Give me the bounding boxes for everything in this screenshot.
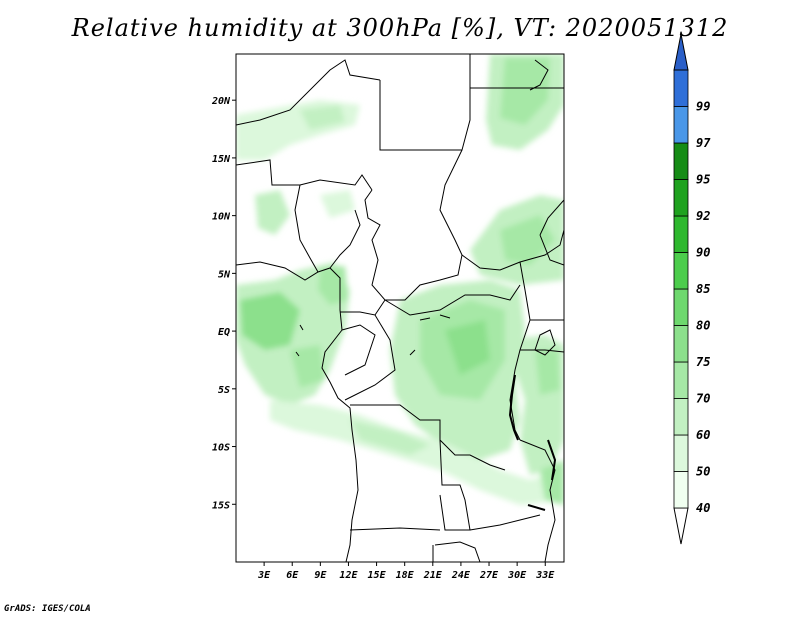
- lake-tanganyika: [508, 374, 519, 441]
- lat-label: 10N: [212, 212, 231, 223]
- colorbar: 40 50 60 70 75 80 85 90 92 95 97 99: [673, 33, 711, 545]
- rivers-congo: [409, 314, 451, 356]
- border-malawi-mozambique: [519, 439, 556, 562]
- colorbar-label: 60: [696, 428, 710, 442]
- lon-label: 18E: [396, 570, 415, 581]
- colorbar-segment: [673, 471, 689, 509]
- lon-label: 6E: [286, 570, 299, 581]
- border-botswana: [434, 541, 481, 562]
- colorbar-segment: [673, 434, 689, 472]
- lake-victoria: [534, 329, 556, 356]
- colorbar-segment: [673, 252, 689, 290]
- border-drc-east: [509, 261, 531, 441]
- longitude-labels: 3E 6E 9E 12E 15E 18E 21E 24E 27E 30E 33E: [257, 570, 555, 581]
- lat-label: 10S: [212, 443, 230, 454]
- moist-area-northwest-core: [300, 105, 345, 130]
- colorbar-label: 85: [696, 282, 710, 296]
- border-nigeria-benin: [294, 184, 319, 273]
- colorbar-label: 80: [696, 319, 710, 333]
- moist-area-east-core: [500, 215, 555, 265]
- border-angola-namibia: [349, 527, 441, 531]
- lon-label: 24E: [451, 570, 471, 581]
- colorbar-segment: [673, 325, 689, 363]
- colorbar-label: 92: [696, 209, 710, 223]
- moist-area-sahel-west: [255, 190, 290, 235]
- border-congo-drc: [344, 314, 396, 401]
- colorbar-segment: [673, 215, 689, 253]
- latitude-labels: 20N 15N 10N 5N EQ 5S 10S 15S: [211, 96, 231, 511]
- lon-label: 30E: [507, 570, 527, 581]
- colorbar-segment: [673, 69, 689, 107]
- moist-area-gabon-core: [240, 292, 300, 350]
- border-nigeria-cameroon: [329, 209, 361, 269]
- map-frame: [235, 53, 565, 563]
- atlantic-coastline: [236, 261, 359, 562]
- lon-label: 21E: [423, 570, 443, 581]
- border-tanzania-north: [520, 349, 564, 353]
- lon-label: 27E: [479, 570, 499, 581]
- border-niger-nigeria: [236, 159, 373, 191]
- grads-credit: GrADS: IGES/COLA: [4, 604, 91, 614]
- colorbar-segment: [673, 179, 689, 217]
- moist-area-congo-center: [445, 320, 490, 375]
- moist-area-lakes-core: [535, 350, 560, 395]
- lake-kariba: [527, 504, 546, 511]
- colorbar-above-arrow: [673, 33, 689, 71]
- lon-label: 12E: [339, 570, 358, 581]
- colorbar-label: 70: [696, 392, 710, 406]
- colorbar-segment: [673, 288, 689, 326]
- boundaries: [236, 54, 564, 562]
- lat-label: 20N: [211, 96, 231, 107]
- colorbar-label: 97: [696, 136, 711, 150]
- border-south-sudan-kenya: [539, 234, 564, 266]
- border-angola-zambia: [439, 439, 471, 531]
- colorbar-label: 40: [696, 501, 710, 515]
- colorbar-segment: [673, 106, 689, 144]
- map-title: Relative humidity at 300hPa [%], VT: 202…: [71, 14, 729, 42]
- islands: [295, 324, 304, 357]
- moist-area-sahel-mid: [320, 190, 355, 218]
- moist-area-northeast-core: [500, 58, 550, 125]
- border-gabon-congo: [341, 324, 376, 376]
- colorbar-label: 95: [696, 173, 710, 187]
- border-zambia-zimbabwe: [469, 514, 541, 531]
- lake-malawi: [547, 439, 557, 481]
- lat-label: EQ: [218, 327, 230, 338]
- lon-label: 3E: [257, 570, 271, 581]
- border-algeria-niger: [236, 59, 381, 126]
- moist-area-angola-core: [350, 420, 430, 455]
- lat-label: 5S: [218, 385, 230, 396]
- humidity-shading: [236, 54, 564, 562]
- colorbar-segment: [673, 398, 689, 436]
- border-chad: [364, 149, 463, 301]
- colorbar-segment: [673, 361, 689, 399]
- lon-label: 9E: [314, 570, 327, 581]
- colorbar-below-arrow: [673, 507, 689, 545]
- colorbar-label: 50: [696, 465, 710, 479]
- border-sudan-ethiopia: [539, 199, 564, 236]
- nile-delta: [529, 59, 549, 91]
- lat-label: 5N: [218, 269, 231, 280]
- colorbar-segment: [673, 142, 689, 180]
- border-car-drc: [384, 284, 521, 316]
- colorbar-label: 75: [696, 355, 710, 369]
- moist-area-angola-band: [270, 400, 564, 505]
- axis-ticks: [232, 99, 546, 566]
- lat-label: 15N: [212, 154, 231, 165]
- lon-label: 15E: [368, 570, 387, 581]
- lat-label: 15S: [212, 500, 230, 511]
- colorbar-label: 90: [696, 246, 710, 260]
- border-cameroon-south: [340, 299, 386, 316]
- colorbar-label: 99: [696, 100, 710, 114]
- lon-label: 33E: [535, 570, 555, 581]
